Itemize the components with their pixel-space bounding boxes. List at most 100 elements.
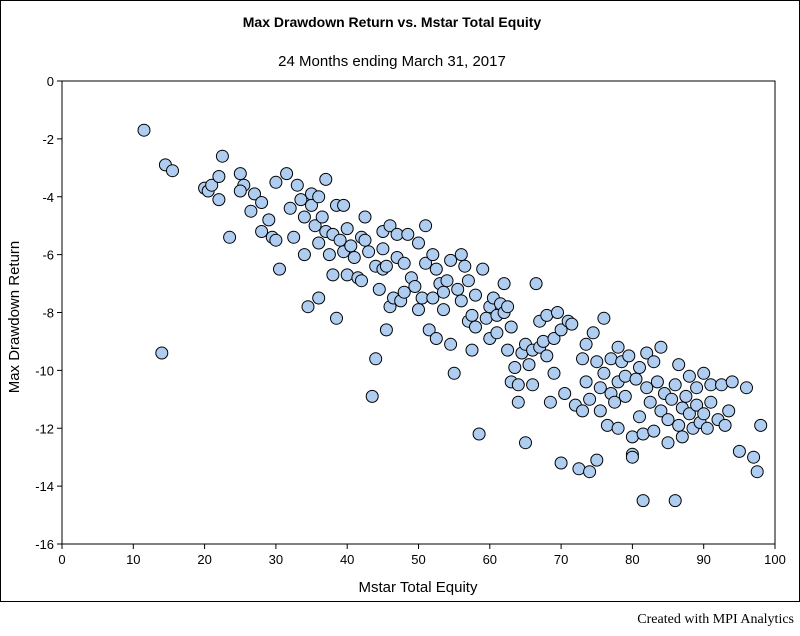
scatter-point (290, 178, 304, 192)
scatter-point (732, 444, 746, 458)
scatter-point (622, 349, 636, 363)
scatter-point (262, 213, 276, 227)
x-tick-label: 50 (411, 552, 425, 567)
scatter-point (383, 219, 397, 233)
scatter-point (547, 332, 561, 345)
scatter-point (479, 311, 493, 325)
scatter-point (697, 366, 711, 380)
y-tick-label: -8 (42, 306, 54, 321)
scatter-point (633, 410, 646, 424)
chart-title: Max Drawdown Return vs. Mstar Total Equi… (243, 14, 542, 30)
scatter-point (754, 418, 768, 432)
scatter-point (248, 187, 261, 201)
scatter-point (326, 268, 340, 282)
x-tick-label: 60 (483, 552, 497, 567)
scatter-point (654, 340, 668, 354)
scatter-point (355, 274, 368, 288)
scatter-point (579, 375, 593, 389)
scatter-point (269, 175, 283, 189)
scatter-point (540, 349, 554, 363)
scatter-point (422, 323, 436, 337)
scatter-point (593, 404, 607, 418)
scatter-point (305, 198, 318, 212)
scatter-point (579, 337, 593, 351)
scatter-point (429, 262, 443, 276)
scatter-point (576, 404, 589, 418)
y-tick-label: -4 (42, 190, 54, 205)
scatter-point (668, 378, 682, 392)
scatter-point (166, 164, 179, 178)
scatter-point (308, 219, 322, 233)
x-axis-label: Mstar Total Equity (359, 579, 478, 596)
scatter-point (611, 421, 625, 435)
scatter-point (543, 395, 557, 409)
scatter-point (476, 262, 490, 276)
scatter-point (215, 149, 229, 163)
scatter-point (690, 381, 704, 395)
scatter-point (522, 358, 536, 372)
scatter-point (668, 494, 682, 508)
scatter-point (640, 381, 654, 395)
scatter-point (340, 222, 354, 236)
scatter-point (519, 436, 532, 450)
scatter-point (465, 343, 479, 357)
scatter-point (255, 196, 269, 209)
scatter-point (454, 248, 468, 262)
scatter-point (740, 381, 753, 395)
y-tick-label: -12 (35, 421, 54, 436)
scatter-point (412, 236, 425, 250)
scatter-point (604, 352, 618, 366)
scatter-point (597, 366, 611, 380)
x-tick-label: 30 (269, 552, 283, 567)
scatter-point (344, 239, 358, 253)
scatter-point (661, 413, 675, 427)
scatter-point (511, 395, 525, 409)
scatter-point (315, 210, 329, 224)
scatter-point (636, 494, 650, 508)
scatter-point (718, 418, 732, 432)
x-tick-label: 80 (625, 552, 639, 567)
scatter-point (294, 193, 308, 207)
scatter-point (301, 300, 315, 314)
y-tick-label: -6 (42, 248, 54, 263)
scatter-point (633, 361, 646, 374)
scatter-point (376, 242, 390, 256)
scatter-point (322, 248, 336, 262)
scatter-point (419, 219, 433, 233)
scatter-point (397, 285, 411, 299)
y-tick-label: 0 (47, 74, 54, 89)
scatter-point (365, 389, 379, 403)
scatter-point (722, 404, 736, 418)
scatter-point (608, 395, 622, 409)
x-tick-label: 10 (126, 552, 140, 567)
scatter-point (558, 387, 572, 400)
scatter-point (458, 259, 472, 273)
scatter-point (551, 306, 564, 319)
scatter-point (429, 332, 443, 345)
scatter-point (137, 123, 151, 137)
scatter-point (590, 453, 604, 467)
scatter-point (750, 465, 764, 479)
scatter-point (408, 280, 422, 293)
scatter-point (362, 245, 376, 259)
scatter-point (647, 355, 661, 369)
scatter-point (426, 291, 440, 305)
scatter-point (412, 303, 425, 317)
scatter-point (273, 262, 286, 276)
scatter-point (330, 311, 343, 325)
scatter-point (454, 294, 468, 308)
scatter-point (640, 346, 654, 360)
scatter-point (697, 407, 711, 421)
scatter-point (340, 268, 354, 282)
scatter-point (654, 404, 668, 418)
scatter-point (461, 274, 475, 288)
scatter-point (504, 320, 518, 334)
scatter-point (287, 230, 301, 244)
scatter-point (437, 285, 450, 299)
x-tick-label: 40 (340, 552, 354, 567)
scatter-point (312, 291, 326, 305)
scatter-point (618, 369, 632, 383)
scatter-point (155, 346, 169, 360)
scatter-point (647, 424, 661, 438)
scatter-point (536, 334, 550, 348)
